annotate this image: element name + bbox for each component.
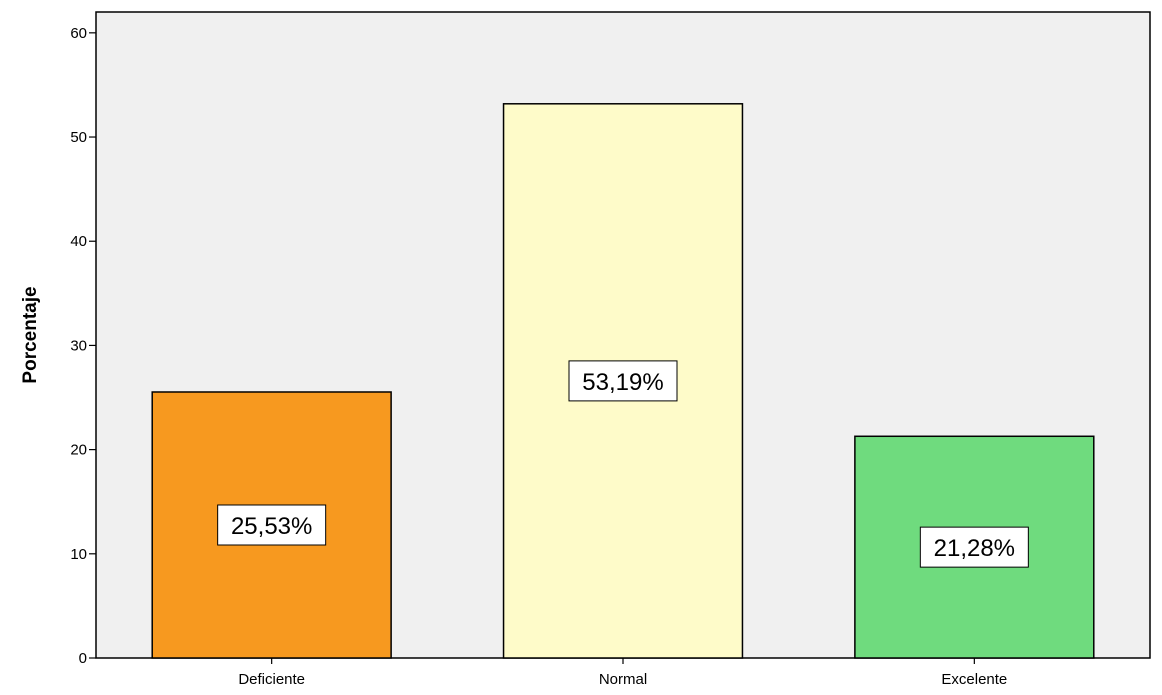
x-tick-label: Deficiente [238,671,305,688]
y-axis: 0 10 20 30 40 50 60 [70,25,96,667]
data-label: 25,53% [231,513,312,540]
x-tick-label: Normal [599,671,647,688]
x-axis: Deficiente Normal Excelente [238,658,1007,688]
y-tick-label: 40 [70,233,87,250]
data-label-box [919,526,1029,568]
data-label-box [217,504,327,546]
y-tick-label: 30 [70,337,87,354]
y-tick-label: 10 [70,546,87,563]
data-label: 53,19% [582,369,663,396]
y-tick-label: 60 [70,25,87,42]
x-tick-label: Excelente [941,671,1007,688]
y-axis-title: Porcentaje [20,286,41,383]
data-label: 21,28% [934,535,1015,562]
y-tick-label: 50 [70,129,87,146]
y-tick-label: 20 [70,442,87,459]
bars: 25,53% 53,19% 21,28% [151,103,1095,659]
y-tick-label: 0 [79,650,87,667]
data-label-box [568,360,678,402]
